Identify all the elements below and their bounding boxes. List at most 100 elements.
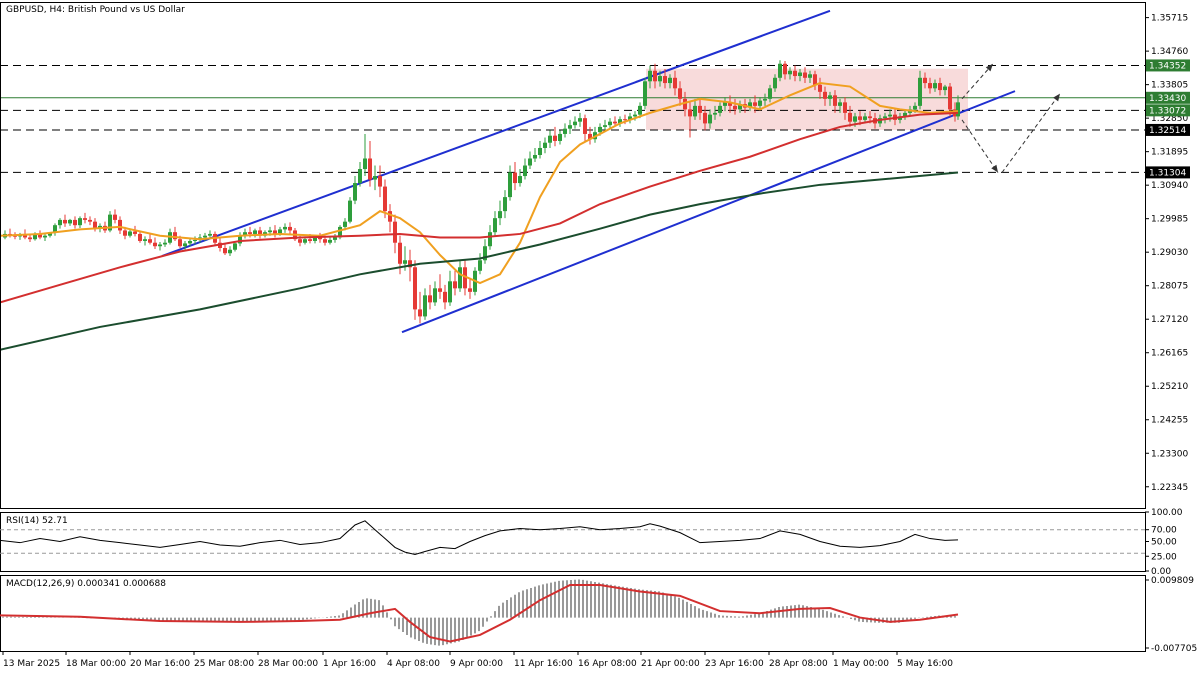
moving-average-line	[0, 82, 959, 285]
candle-body	[788, 70, 792, 75]
candle-body	[363, 158, 367, 170]
candle-body	[358, 169, 362, 184]
candle-body	[688, 109, 692, 117]
candle-body	[928, 83, 932, 89]
candle-body	[438, 288, 442, 292]
candle-body	[448, 281, 452, 303]
candle-body	[708, 114, 712, 124]
rsi-axis-label: 70.00	[1151, 526, 1177, 536]
candle-body	[538, 147, 542, 155]
candle-body	[833, 95, 837, 106]
candle-body	[123, 230, 127, 236]
price-tag	[1146, 104, 1190, 117]
candle-body	[278, 229, 282, 234]
macd-signal-line	[0, 584, 959, 643]
candle-body	[403, 260, 407, 264]
candle-body	[813, 74, 817, 85]
candle-body	[828, 95, 832, 99]
macd-title: MACD(12,26,9) 0.000341 0.000688	[6, 579, 166, 589]
time-axis-label: 18 Mar 00:00	[66, 659, 126, 669]
candle-body	[78, 218, 82, 226]
price-tag	[1146, 123, 1190, 136]
candle-body	[843, 102, 847, 113]
candle-body	[583, 118, 587, 134]
candle-body	[508, 172, 512, 198]
candle-body	[613, 121, 617, 124]
candle-body	[853, 116, 857, 122]
arrow-head	[991, 164, 998, 173]
candle-body	[768, 88, 772, 99]
moving-average-line	[0, 111, 959, 304]
candle-body	[763, 98, 767, 101]
candle-body	[383, 186, 387, 212]
candle-body	[503, 197, 507, 212]
candle-body	[173, 232, 177, 240]
candle-body	[793, 70, 797, 77]
candle-body	[648, 70, 652, 82]
time-axis-label: 23 Apr 16:00	[705, 659, 764, 669]
candle-body	[748, 102, 752, 108]
candle-body	[693, 105, 697, 117]
candle-body	[23, 234, 27, 238]
candle-body	[273, 230, 277, 234]
candle-body	[663, 76, 667, 84]
candle-body	[588, 133, 592, 140]
candle-body	[323, 239, 327, 243]
candle-body	[943, 86, 947, 91]
candle-body	[318, 237, 322, 240]
candle-body	[598, 126, 602, 133]
time-axis-label: 4 Apr 08:00	[387, 659, 440, 669]
candle-body	[258, 230, 262, 236]
candle-body	[13, 235, 17, 237]
candle-body	[33, 233, 37, 240]
panel-frame-0	[0, 2, 1146, 509]
candle-body	[948, 86, 952, 110]
candle-body	[563, 128, 567, 134]
candle-body	[343, 221, 347, 227]
candle-body	[553, 135, 557, 141]
candle-body	[733, 105, 737, 110]
candle-body	[533, 154, 537, 159]
candle-body	[783, 63, 787, 75]
channel-line	[161, 9, 831, 257]
candle-body	[718, 105, 722, 113]
candle-body	[253, 230, 257, 234]
time-axis-label: 25 Mar 08:00	[194, 659, 254, 669]
price-axis-label: 1.22345	[1151, 483, 1188, 493]
price-axis-label: 1.31895	[1151, 148, 1188, 158]
candle-body	[523, 165, 527, 177]
candle-body	[868, 116, 872, 119]
candle-body	[558, 133, 562, 141]
candle-body	[638, 105, 642, 115]
candle-body	[53, 225, 57, 233]
candle-body	[956, 102, 960, 117]
rsi-axis-label: 100.00	[1151, 508, 1183, 518]
candle-body	[673, 77, 677, 89]
candle-body	[68, 219, 72, 224]
time-axis-label: 28 Apr 08:00	[769, 659, 828, 669]
candle-body	[848, 112, 852, 122]
macd-axis-label: -0.007705	[1151, 644, 1197, 654]
candle-body	[143, 239, 147, 241]
candle-body	[608, 121, 612, 126]
price-axis-label: 1.29985	[1151, 215, 1188, 225]
candle-body	[238, 235, 242, 244]
channel-line	[401, 90, 1016, 334]
candle-body	[333, 237, 337, 240]
price-tag-label: 1.31304	[1149, 168, 1186, 178]
candle-body	[28, 237, 32, 240]
candle-body	[188, 240, 192, 244]
rsi-title: RSI(14) 52.71	[6, 516, 68, 526]
candle-body	[313, 237, 317, 241]
candle-body	[668, 77, 672, 84]
candle-body	[443, 291, 447, 303]
candle-body	[48, 232, 52, 236]
candle-body	[413, 267, 417, 310]
candle-body	[918, 77, 922, 106]
time-axis-label: 9 Apr 00:00	[450, 659, 503, 669]
candle-body	[518, 176, 522, 184]
candle-body	[643, 81, 647, 106]
candle-body	[703, 112, 707, 124]
price-axis-label: 1.25210	[1151, 382, 1188, 392]
